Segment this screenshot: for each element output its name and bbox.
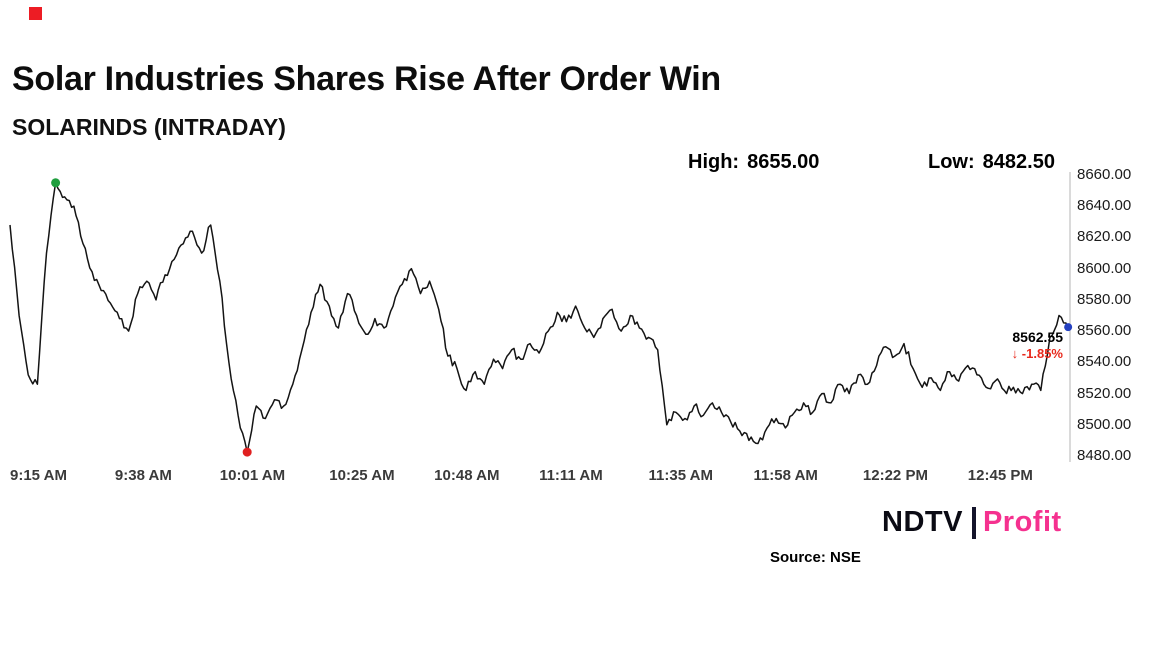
x-axis-label: 10:48 AM <box>434 467 500 484</box>
y-axis-label: 8520.00 <box>1077 384 1132 402</box>
y-axis-label: 8500.00 <box>1077 415 1132 433</box>
price-line <box>9 182 1069 453</box>
y-axis-label: 8480.00 <box>1077 447 1132 464</box>
change-percent: -1.85% <box>1021 346 1063 362</box>
x-axis-label: 11:11 AM <box>539 467 603 484</box>
y-axis-label: 8640.00 <box>1077 197 1132 215</box>
ndtv-logo-text: NDTV <box>882 506 963 538</box>
x-axis-label: 11:58 AM <box>753 467 818 484</box>
last-price: 8562.55 <box>1012 329 1063 345</box>
price-change: ↓ -1.85% <box>950 346 1063 362</box>
source-attribution: Source: NSE <box>770 549 861 566</box>
y-axis-label: 8560.00 <box>1077 322 1132 340</box>
down-arrow-icon: ↓ <box>1011 346 1019 362</box>
last-price-annotation: 8562.55 ↓ -1.85% <box>950 329 1063 362</box>
red-corner-mark <box>29 7 42 20</box>
low-marker <box>242 447 252 457</box>
high-marker <box>51 178 61 188</box>
y-axis-label: 8540.00 <box>1077 353 1132 371</box>
logo-separator <box>971 506 976 539</box>
x-axis-label: 11:35 AM <box>648 467 714 484</box>
x-axis-label: 9:15 AM <box>10 467 67 484</box>
profit-logo-text: Profit <box>982 506 1062 538</box>
low-value: 8482.50 <box>982 151 1055 173</box>
high-label: High: <box>688 151 740 173</box>
low-label: Low: <box>928 151 975 173</box>
low-stat: Low: 8482.50 <box>928 151 1055 174</box>
x-axis-label: 10:25 AM <box>329 467 395 484</box>
y-axis-label: 8600.00 <box>1077 259 1132 277</box>
y-axis-label: 8620.00 <box>1077 228 1132 246</box>
x-axis-label: 12:22 PM <box>862 467 928 484</box>
symbol-subtitle: SOLARINDS (INTRADAY) <box>12 114 286 140</box>
x-axis-label: 12:45 PM <box>967 467 1033 484</box>
high-stat: High: 8655.00 <box>688 151 819 174</box>
y-axis-label: 8580.00 <box>1077 290 1132 308</box>
y-axis-label: 8660.00 <box>1077 166 1132 183</box>
high-value: 8655.00 <box>747 151 820 173</box>
x-axis-label: 9:38 AM <box>114 467 172 484</box>
page-title: Solar Industries Shares Rise After Order… <box>12 60 721 98</box>
x-axis-label: 10:01 AM <box>219 467 286 484</box>
last-price-marker <box>1064 323 1073 332</box>
ndtv-profit-logo: NDTV Profit <box>882 506 1062 539</box>
